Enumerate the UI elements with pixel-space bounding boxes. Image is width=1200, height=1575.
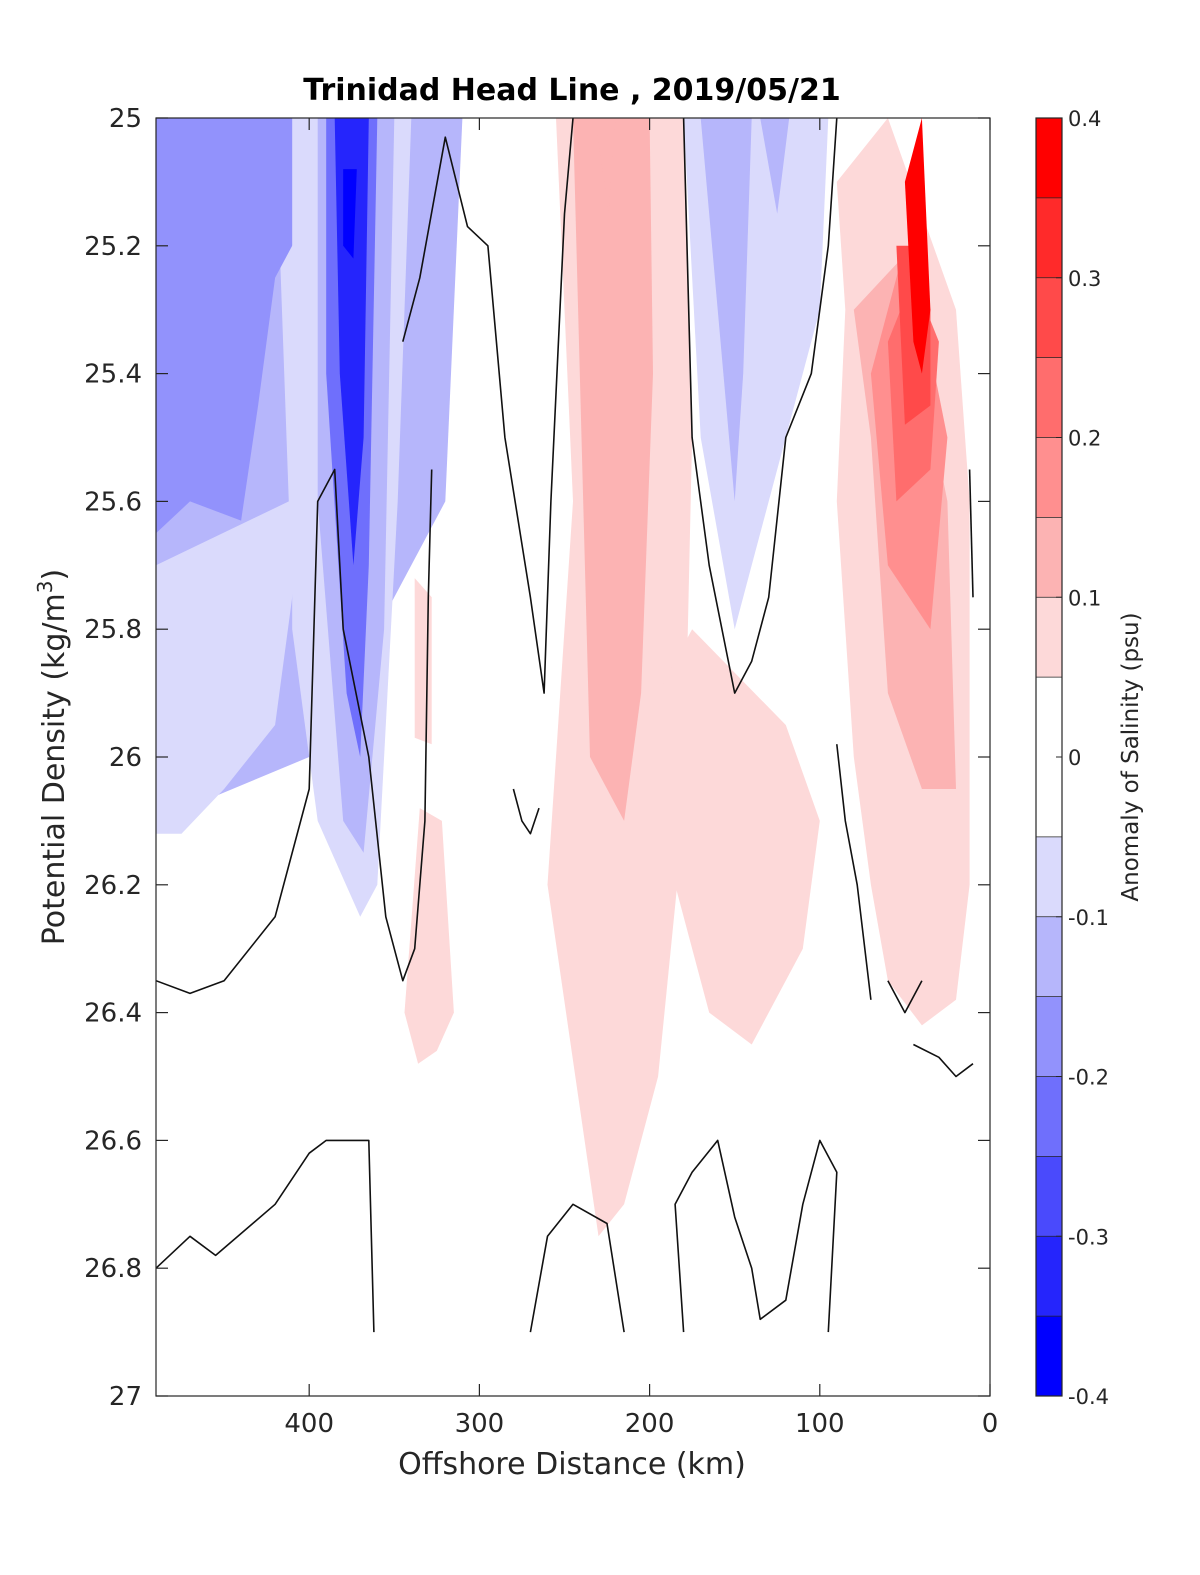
colorbar-tick-label: 0.3 (1068, 267, 1101, 291)
x-tick-label: 200 (625, 1409, 675, 1439)
colorbar-swatch (1036, 597, 1062, 678)
contour-line-5 (887, 980, 923, 1014)
anomaly-region-12 (573, 118, 653, 821)
y-tick-label: 25 (109, 104, 142, 134)
colorbar: 0.4 0.3 0.2 0.1 0 -0.1 -0.2 -0.3 -0.4 (1035, 107, 1109, 1409)
y-tick-label: 25.8 (84, 615, 142, 645)
y-axis-title: Potential Density (kg/m3) (33, 569, 72, 945)
x-tick-label: 0 (982, 1409, 999, 1439)
y-tick-label: 25.6 (84, 487, 142, 517)
y-tick-label: 25.2 (84, 232, 142, 262)
colorbar-swatch (1036, 1236, 1062, 1317)
anomaly-region-1 (156, 118, 310, 834)
plot-area: 400 300 200 100 0 25 25.2 25.4 25.6 25.8 26 26.2 26… (84, 104, 998, 1439)
anomaly-region-16 (700, 118, 752, 502)
anomaly-region-8 (343, 169, 357, 259)
y-axis-title-close: ) (37, 569, 72, 581)
colorbar-tick-label: -0.1 (1068, 906, 1109, 930)
y-tick-label: 27 (109, 1382, 142, 1412)
y-tick-label: 26.2 (84, 871, 142, 901)
anomaly-region-13 (658, 629, 820, 1045)
y-axis-title-superscript: 3 (33, 580, 57, 593)
anomaly-region-14 (595, 118, 616, 214)
contour-line-7 (968, 469, 974, 598)
contour-line-0 (156, 468, 433, 995)
anomaly-region-23 (904, 118, 931, 374)
x-axis-title: Offshore Distance (km) (398, 1447, 746, 1482)
colorbar-swatch (1036, 836, 1062, 917)
colorbar-swatch (1036, 277, 1062, 358)
contour-line-3 (512, 788, 540, 835)
anomaly-region-3 (156, 118, 318, 534)
y-axis-title-main: Potential Density (kg/m (37, 593, 72, 945)
colorbar-tick-label: -0.3 (1068, 1225, 1109, 1249)
colorbar-swatch (1036, 437, 1062, 518)
colorbar-tick-label: 0.1 (1068, 586, 1101, 610)
anomaly-region-17 (760, 118, 790, 214)
x-axis: 400 300 200 100 0 (284, 118, 998, 1439)
colorbar-swatch (1036, 916, 1062, 997)
zero-contour-lines (156, 118, 974, 1333)
y-axis: 25 25.2 25.4 25.6 25.8 26 26.2 26.4 26.6 26.8 27 (84, 104, 990, 1412)
x-tick-label: 300 (455, 1409, 505, 1439)
colorbar-tick-label: 0 (1068, 746, 1081, 770)
colorbar-tick-label: -0.2 (1068, 1066, 1109, 1090)
contour-line-10 (674, 1139, 838, 1333)
colorbar-tick-label: -0.4 (1068, 1385, 1109, 1409)
contour-line-4 (836, 744, 872, 1000)
contour-line-6 (913, 1043, 974, 1078)
colorbar-tick-label: 0.2 (1068, 427, 1101, 451)
contour-line-9 (529, 1203, 625, 1333)
colorbar-swatch (1036, 118, 1062, 198)
y-tick-label: 26.4 (84, 999, 142, 1029)
anomaly-contour-fills (156, 118, 970, 1237)
anomaly-region-9 (414, 578, 432, 745)
y-tick-label: 26 (109, 743, 142, 773)
colorbar-swatch (1036, 357, 1062, 438)
y-tick-label: 25.4 (84, 360, 142, 390)
contour-line-8 (156, 1139, 375, 1333)
colorbar-title: Anomaly of Salinity (psu) (1118, 612, 1144, 901)
colorbar-swatch (1036, 197, 1062, 278)
anomaly-region-10 (404, 808, 454, 1064)
y-tick-label: 26.8 (84, 1254, 142, 1284)
x-tick-label: 100 (795, 1409, 845, 1439)
contour-line-2 (682, 118, 838, 694)
colorbar-swatch (1036, 996, 1062, 1077)
x-tick-label: 400 (284, 1409, 334, 1439)
colorbar-swatch (1036, 517, 1062, 598)
contour-line-1 (402, 118, 574, 694)
colorbar-tick-label: 0.4 (1068, 107, 1101, 131)
chart-title: Trinidad Head Line , 2019/05/21 (303, 73, 840, 108)
colorbar-swatch (1036, 1076, 1062, 1157)
colorbar-swatch (1036, 1156, 1062, 1237)
y-tick-label: 26.6 (84, 1126, 142, 1156)
colorbar-swatch (1036, 1316, 1062, 1396)
